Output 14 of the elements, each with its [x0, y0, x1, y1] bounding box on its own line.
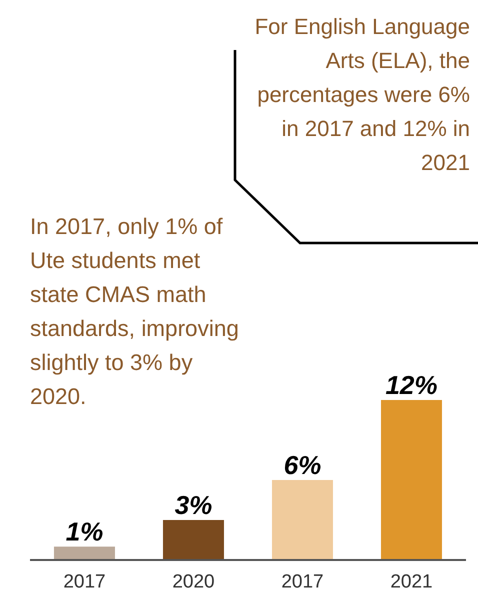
bar — [54, 546, 115, 560]
data-label: 3% — [174, 490, 212, 520]
x-tick-label: 2020 — [172, 571, 215, 592]
data-label: 1% — [66, 516, 104, 547]
x-tick-label: 2021 — [390, 571, 433, 592]
bar — [272, 480, 333, 560]
annotation: In 2017, only 1% of Ute students met state CMAS math standards, improving slightly to 3% by 2020. — [30, 213, 240, 411]
data-label: 6% — [284, 450, 322, 480]
x-tick-label: 2017 — [281, 571, 324, 592]
data-label: 12% — [385, 370, 438, 400]
bar — [380, 400, 442, 560]
bar — [162, 520, 224, 560]
text: For English Language Arts (ELA), the percentages were 6% in 2017 and 12% in 2021 — [254, 13, 470, 177]
x-tick-label: 2017 — [63, 571, 106, 592]
